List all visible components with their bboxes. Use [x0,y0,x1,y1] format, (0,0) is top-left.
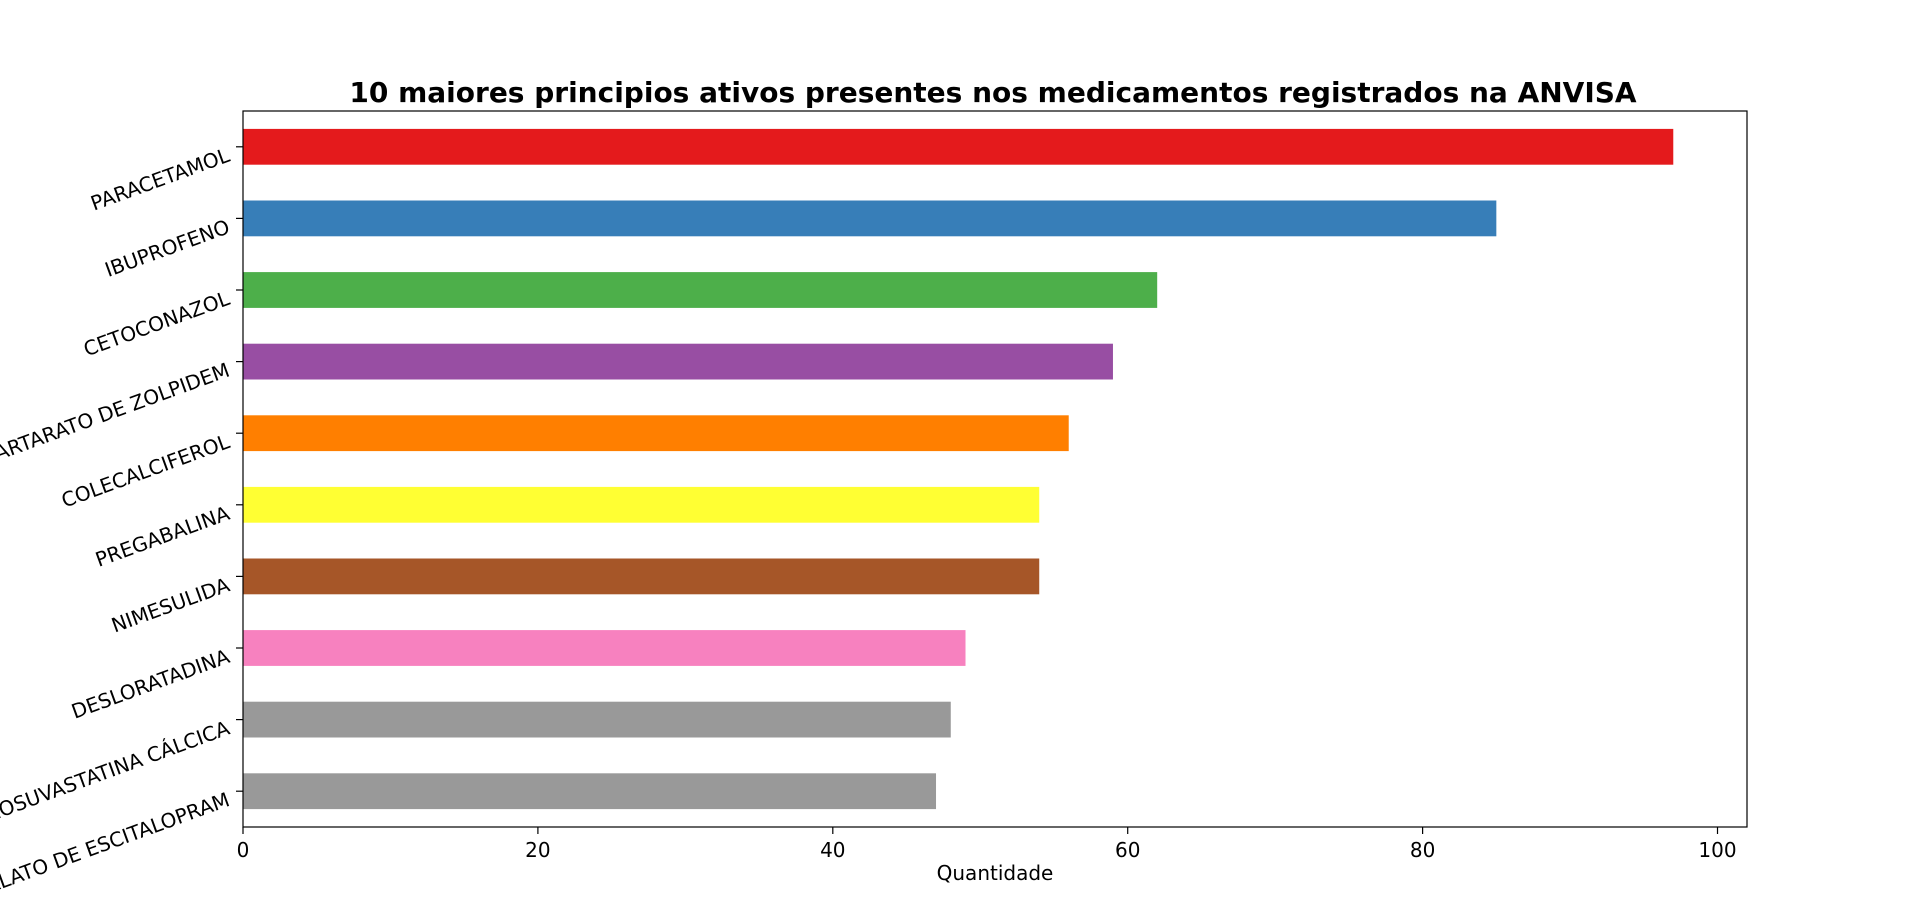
x-tick-label: 20 [525,838,550,862]
bar [243,558,1040,595]
x-axis-label: Quantidade [937,861,1054,885]
y-tick-label: PREGABALINA [92,501,233,572]
y-tick-label: CETOCONAZOL [80,286,233,361]
x-tick-label: 40 [820,838,845,862]
bar [243,272,1158,308]
x-axis-ticks: 0 20 40 60 80 100 [237,827,1737,862]
bars-layer [243,128,1674,810]
y-tick-label: NIMESULIDA [108,572,233,637]
y-tick-label: COLECALCIFEROL [58,429,233,512]
bar [243,773,937,810]
plot-frame [242,110,1748,828]
x-tick-label: 80 [1410,838,1435,862]
bar [243,128,1674,165]
x-tick-label: 60 [1115,838,1140,862]
bar [243,701,951,738]
y-tick-label: DESLORATADINA [68,644,233,724]
x-tick-label: 100 [1698,838,1736,862]
bar [243,200,1497,237]
y-tick-label: HEMITARTARATO DE ZOLPIDEM [0,358,233,486]
y-axis-ticks: PARACETAMOLIBUPROFENOCETOCONAZOLHEMITART… [0,143,243,908]
bar [243,343,1113,380]
bar [243,630,966,666]
x-tick-label: 0 [237,838,250,862]
y-tick-label: IBUPROFENO [102,215,233,282]
bar [243,486,1040,523]
chart-title: 10 maiores principios ativos presentes n… [349,76,1637,109]
bar [243,415,1069,452]
y-tick-label: PARACETAMOL [87,143,233,216]
